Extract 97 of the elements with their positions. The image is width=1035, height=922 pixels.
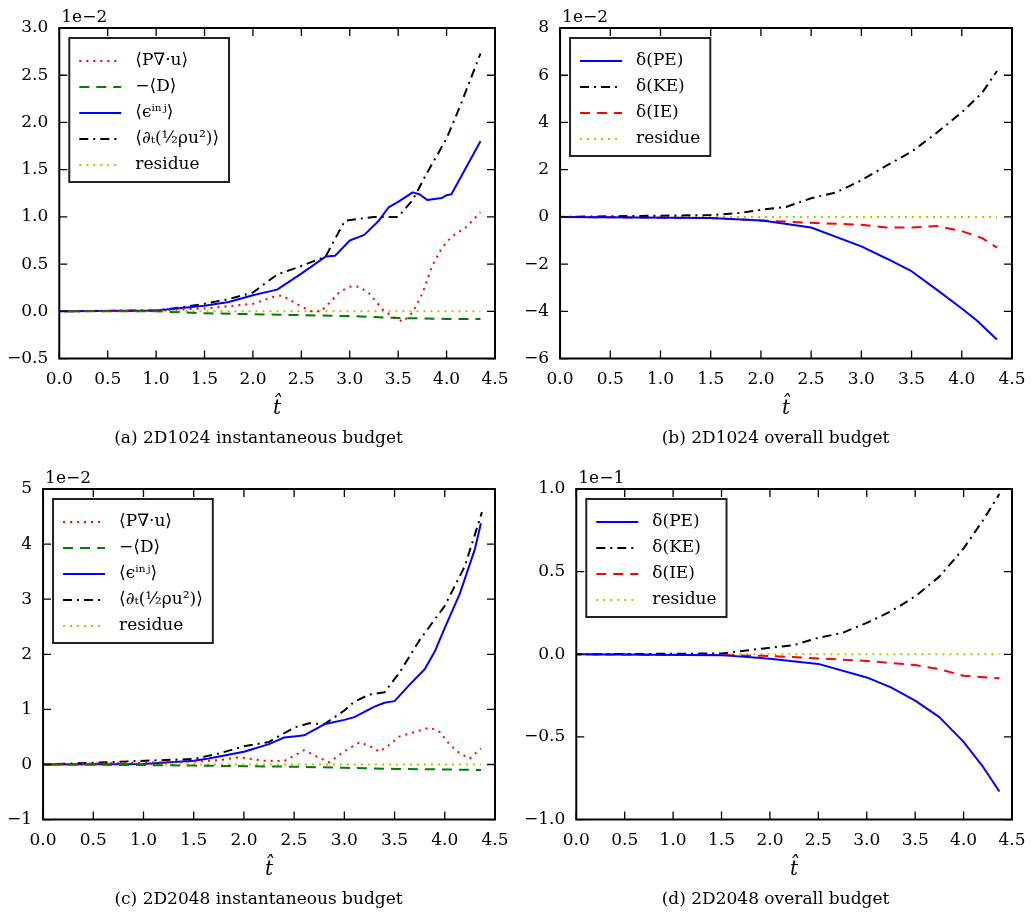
legend-label: −⟨D⟩ xyxy=(119,536,161,557)
y-tick-label: 2 xyxy=(538,158,550,179)
x-tick-label: 1.0 xyxy=(129,829,158,850)
x-tick-label: 2.0 xyxy=(747,368,775,389)
legend-label: ⟨ϵⁱⁿʲ⟩ xyxy=(135,101,174,122)
text: (a) 2D1024 instantaneous budget xyxy=(113,427,404,447)
text: 1e−2 xyxy=(61,5,108,26)
x-tick-label: 2.5 xyxy=(797,368,825,389)
legend-label: ⟨P∇·u⟩ xyxy=(119,510,172,531)
x-tick-label: 2.0 xyxy=(239,368,267,389)
y-tick-label: −0.5 xyxy=(7,347,49,368)
x-tick-label: 3.0 xyxy=(336,368,364,389)
text: (d) 2D2048 overall budget xyxy=(660,888,891,908)
legend-label: ⟨∂ₜ(½ρu²)⟩ xyxy=(135,127,220,148)
legend-label: residue xyxy=(119,614,184,635)
x-axis-title: t̂ xyxy=(782,392,792,420)
legend-label: δ(KE) xyxy=(652,536,701,557)
y-tick-label: 0 xyxy=(538,205,550,226)
y-tick-label: −1 xyxy=(7,808,33,829)
legend-label: residue xyxy=(636,127,701,148)
y-tick-label: 4 xyxy=(21,532,33,553)
x-tick-label: 3.5 xyxy=(381,829,409,850)
x-tick-label: 1.5 xyxy=(708,829,736,850)
legend-label: δ(PE) xyxy=(652,510,700,531)
legend-label: ⟨∂ₜ(½ρu²)⟩ xyxy=(119,588,203,609)
x-tick-label: 4.0 xyxy=(433,368,461,389)
legend-label: δ(KE) xyxy=(636,75,685,96)
y-tick-label: 0.0 xyxy=(21,299,49,320)
x-tick-label: 1.0 xyxy=(142,368,170,389)
x-tick-label: 0.0 xyxy=(45,368,73,389)
x-tick-label: 2.5 xyxy=(804,829,832,850)
legend-label: residue xyxy=(135,153,200,174)
y-tick-label: 0.5 xyxy=(538,560,566,581)
x-tick-label: 4.5 xyxy=(481,368,509,389)
x-tick-label: 2.5 xyxy=(280,829,308,850)
x-tick-label: 0.5 xyxy=(79,829,107,850)
x-axis-title: t̂ xyxy=(790,853,800,881)
text: 1e−1 xyxy=(578,466,625,487)
x-tick-label: 4.5 xyxy=(481,829,509,850)
x-tick-label: 1.0 xyxy=(646,368,675,389)
y-tick-label: 1.0 xyxy=(538,477,566,498)
y-tick-label: −1.0 xyxy=(524,808,566,829)
x-tick-label: 0.5 xyxy=(611,829,639,850)
y-tick-label: 0.0 xyxy=(538,642,566,663)
x-tick-label: 4.0 xyxy=(950,829,978,850)
y-tick-label: 5 xyxy=(21,477,33,498)
y-tick-label: 2.0 xyxy=(21,110,49,131)
y-tick-label: 1.0 xyxy=(21,205,49,226)
y-tick-label: 2 xyxy=(21,642,33,663)
legend-label: −⟨D⟩ xyxy=(135,75,177,96)
legend-label: δ(PE) xyxy=(636,49,684,70)
line-series xyxy=(59,310,482,320)
legend-label: δ(IE) xyxy=(652,562,695,583)
y-tick-label: 1.5 xyxy=(21,158,49,179)
x-tick-label: 4.5 xyxy=(998,368,1026,389)
text: 1e−2 xyxy=(45,466,91,487)
text: (b) 2D1024 overall budget xyxy=(660,427,891,447)
y-tick-label: 8 xyxy=(538,16,550,37)
x-tick-label: 3.5 xyxy=(384,368,412,389)
y-tick-label: −6 xyxy=(524,347,550,368)
legend-label: δ(IE) xyxy=(636,101,679,122)
x-tick-label: 1.5 xyxy=(191,368,219,389)
x-axis-title: t̂ xyxy=(265,853,275,881)
legend-label: ⟨ϵⁱⁿʲ⟩ xyxy=(119,562,158,583)
y-tick-label: 2.5 xyxy=(21,63,49,84)
x-tick-label: 3.5 xyxy=(901,829,929,850)
y-tick-label: 6 xyxy=(538,63,550,84)
legend-label: ⟨P∇·u⟩ xyxy=(135,49,189,70)
x-tick-label: 3.0 xyxy=(847,368,875,389)
x-tick-label: 3.0 xyxy=(330,829,358,850)
x-tick-label: 4.0 xyxy=(431,829,459,850)
legend-label: residue xyxy=(652,588,717,609)
text: 1e−2 xyxy=(562,5,608,26)
text: (c) 2D2048 instantaneous budget xyxy=(113,888,404,908)
x-tick-label: 2.5 xyxy=(287,368,315,389)
y-tick-label: −4 xyxy=(524,299,550,320)
y-tick-label: −2 xyxy=(524,252,550,273)
y-tick-label: −0.5 xyxy=(524,725,566,746)
x-tick-label: 1.5 xyxy=(180,829,208,850)
y-tick-label: 3 xyxy=(21,587,33,608)
x-tick-label: 2.0 xyxy=(756,829,784,850)
x-tick-label: 1.0 xyxy=(659,829,687,850)
x-tick-label: 0.5 xyxy=(94,368,122,389)
x-axis-title: t̂ xyxy=(273,392,283,420)
y-tick-label: 1 xyxy=(21,697,33,718)
y-tick-label: 0 xyxy=(21,752,33,773)
y-tick-label: 0.5 xyxy=(21,252,49,273)
y-tick-label: 4 xyxy=(538,110,550,131)
x-tick-label: 2.0 xyxy=(230,829,258,850)
x-tick-label: 4.5 xyxy=(998,829,1026,850)
x-tick-label: 1.5 xyxy=(697,368,725,389)
x-tick-label: 4.0 xyxy=(948,368,976,389)
x-tick-label: 0.5 xyxy=(596,368,624,389)
y-tick-label: 3.0 xyxy=(21,16,49,37)
x-tick-label: 0.0 xyxy=(562,829,590,850)
x-tick-label: 3.0 xyxy=(853,829,881,850)
x-tick-label: 3.5 xyxy=(898,368,926,389)
